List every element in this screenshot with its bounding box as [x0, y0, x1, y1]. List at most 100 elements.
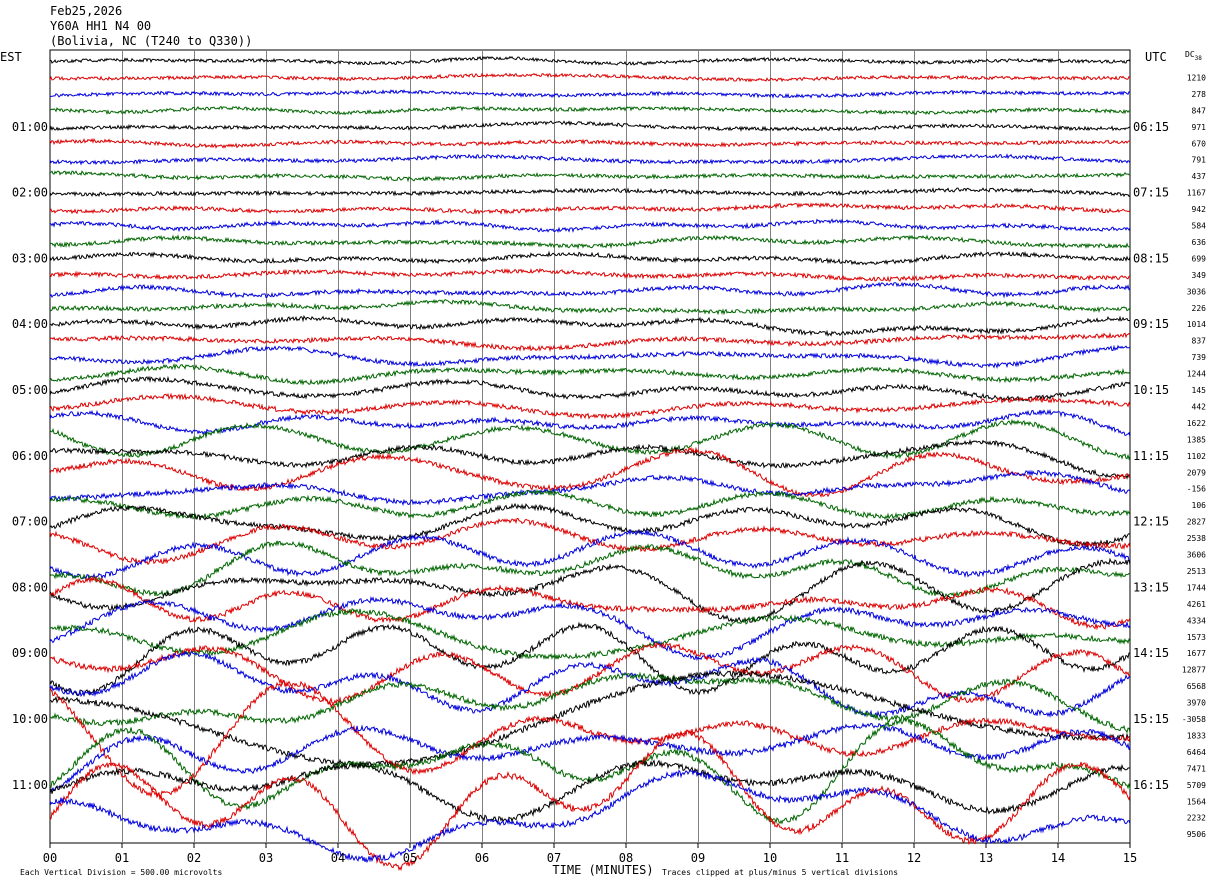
dc-offset-label: 3970 [1187, 699, 1206, 708]
seismic-trace [49, 218, 1131, 233]
seismic-trace [49, 557, 1131, 624]
seismic-trace [49, 608, 1131, 660]
dc-offset-label: -156 [1187, 485, 1206, 494]
est-time-label: 06:00 [12, 449, 48, 463]
dc-offset-label: 1014 [1187, 320, 1206, 329]
dc-offset-label: 942 [1192, 205, 1207, 214]
dc-offset-label: 739 [1192, 353, 1207, 362]
seismic-trace [49, 621, 1131, 698]
seismic-trace [49, 362, 1131, 386]
dc-offset-label: 1102 [1187, 452, 1206, 461]
seismic-trace [49, 234, 1131, 250]
seismic-trace [49, 717, 1131, 825]
dc-offset-label: 1564 [1187, 797, 1206, 806]
utc-time-label: 07:15 [1133, 186, 1169, 200]
dc-offset-label: 106 [1192, 501, 1207, 510]
utc-time-label: 09:15 [1133, 317, 1169, 331]
dc-offset-label: 2827 [1187, 518, 1206, 527]
est-time-label: 03:00 [12, 251, 48, 265]
x-tick-label: 08 [619, 851, 633, 865]
dc-offset-label: 1622 [1187, 419, 1206, 428]
dc-offset-label: 12877 [1182, 666, 1206, 675]
dc-offset-label: 278 [1192, 90, 1207, 99]
seismic-trace [49, 408, 1131, 437]
x-tick-label: 05 [403, 851, 417, 865]
utc-time-label: 15:15 [1133, 712, 1169, 726]
dc-offset-label: 2232 [1187, 814, 1206, 823]
seismic-trace [49, 418, 1131, 461]
dc-offset-label: 971 [1192, 123, 1207, 132]
est-time-label: 11:00 [12, 778, 48, 792]
dc-superscript: 38 [1195, 55, 1203, 62]
utc-heading: UTC [1145, 50, 1167, 64]
dc-offset-label: 2079 [1187, 468, 1206, 477]
dc-offset-label: 1573 [1187, 633, 1206, 642]
dc-offset-label: 442 [1192, 402, 1207, 411]
seismic-trace [49, 438, 1131, 480]
seismic-trace [49, 469, 1131, 507]
dc-offset-label: 145 [1192, 386, 1207, 395]
seismic-trace [49, 679, 1131, 799]
dc-offset-label: 1210 [1187, 73, 1206, 82]
utc-time-label: 08:15 [1133, 251, 1169, 265]
x-tick-label: 09 [691, 851, 705, 865]
seismic-trace [49, 298, 1131, 316]
seismic-trace [49, 250, 1131, 266]
seismic-trace [49, 153, 1131, 166]
seismic-trace [49, 72, 1131, 83]
x-axis-title: TIME (MINUTES) [552, 863, 653, 877]
dc-offset-label: 1385 [1187, 435, 1206, 444]
dc-offset-label: 791 [1192, 156, 1207, 165]
seismic-trace [49, 392, 1131, 421]
seismic-trace [50, 55, 1131, 66]
seismic-trace [50, 89, 1131, 99]
est-time-label: 04:00 [12, 317, 48, 331]
dc-offset-label: 437 [1192, 172, 1207, 181]
x-tick-label: 06 [475, 851, 489, 865]
dc-offset-label: 4334 [1187, 616, 1206, 625]
x-tick-label: 15 [1123, 851, 1137, 865]
dc-offset-label: 699 [1192, 254, 1207, 263]
station-id: Y60A HH1 N4 00 [50, 19, 152, 33]
x-tick-label: 01 [115, 851, 129, 865]
dc-offset-label: 1833 [1187, 731, 1206, 740]
seismic-trace [49, 540, 1131, 600]
est-time-label: 05:00 [12, 383, 48, 397]
est-time-label: 08:00 [12, 580, 48, 594]
dc-offset-label: 6568 [1187, 682, 1206, 691]
dc-offset-label: -3058 [1182, 715, 1206, 724]
seismic-trace [49, 267, 1131, 282]
seismic-trace [49, 281, 1131, 299]
seismic-trace [49, 120, 1131, 132]
x-tick-label: 11 [835, 851, 849, 865]
seismic-trace [49, 331, 1131, 353]
x-tick-label: 13 [979, 851, 993, 865]
x-tick-label: 12 [907, 851, 921, 865]
seismic-trace [49, 446, 1131, 498]
utc-time-label: 12:15 [1133, 515, 1169, 529]
seismic-trace [49, 344, 1131, 369]
x-tick-label: 07 [547, 851, 561, 865]
x-tick-label: 04 [331, 851, 345, 865]
seismic-trace [49, 575, 1131, 631]
seismic-trace [49, 502, 1131, 548]
utc-time-label: 14:15 [1133, 646, 1169, 660]
est-time-label: 10:00 [12, 712, 48, 726]
utc-time-label: 10:15 [1133, 383, 1169, 397]
utc-time-label: 11:15 [1133, 449, 1169, 463]
dc-offset-label: 349 [1192, 271, 1207, 280]
dc-offset-label: 226 [1192, 304, 1207, 313]
plot-frame [49, 49, 1131, 844]
dc-offset-label: 5709 [1187, 781, 1206, 790]
dc-offset-label: 1244 [1187, 370, 1206, 379]
dc-heading: DC38 [1185, 50, 1202, 62]
est-time-label: 02:00 [12, 186, 48, 200]
seismic-trace [49, 759, 1131, 823]
seismic-trace [49, 170, 1131, 183]
dc-offset-label: 3036 [1187, 287, 1206, 296]
seismic-trace [49, 529, 1131, 581]
seismic-trace [49, 488, 1131, 520]
utc-time-label: 06:15 [1133, 120, 1169, 134]
dc-offset-label: 4261 [1187, 600, 1206, 609]
